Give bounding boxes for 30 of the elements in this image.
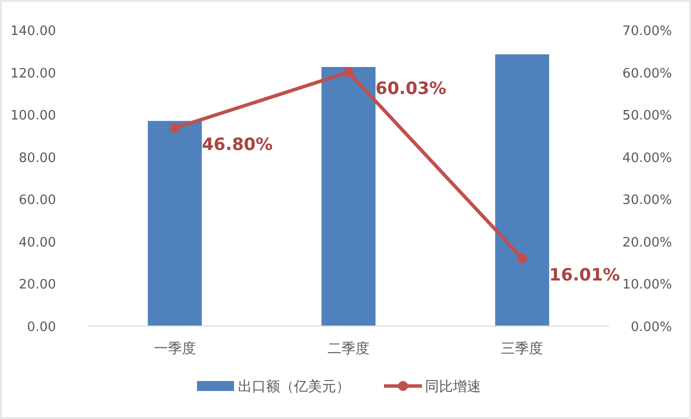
y-tick-label: 100.00 bbox=[10, 108, 56, 124]
bar bbox=[322, 67, 376, 326]
y2-tick-label: 40.00% bbox=[622, 150, 672, 166]
y2-tick-label: 20.00% bbox=[622, 235, 672, 250]
x-tick-label: 三季度 bbox=[501, 341, 544, 357]
legend-label: 出口额（亿美元） bbox=[238, 379, 350, 395]
y2-tick-label: 60.00% bbox=[622, 66, 672, 82]
x-tick-label: 二季度 bbox=[328, 341, 370, 357]
x-tick-label: 一季度 bbox=[154, 341, 196, 357]
point bbox=[170, 123, 180, 134]
y-tick-label: 0.00 bbox=[27, 320, 56, 335]
y-tick-label: 80.00 bbox=[18, 150, 56, 166]
y2-tick-label: 50.00% bbox=[622, 108, 672, 124]
y-tick-label: 20.00 bbox=[18, 278, 56, 293]
y-tick-label: 60.00 bbox=[18, 193, 56, 208]
bar bbox=[495, 54, 550, 326]
y2-tick-label: 10.00% bbox=[622, 278, 672, 293]
y-tick-label: 140.00 bbox=[10, 24, 56, 39]
y2-tick-label: 30.00% bbox=[622, 193, 672, 208]
data-label: 46.80% bbox=[202, 135, 273, 156]
bar bbox=[148, 120, 202, 326]
point bbox=[517, 253, 528, 264]
legend-label: 同比增速 bbox=[425, 379, 481, 395]
y-tick-label: 40.00 bbox=[18, 235, 56, 250]
y-tick-label: 120.00 bbox=[10, 66, 56, 82]
point bbox=[344, 67, 354, 78]
y2-tick-label: 0.00% bbox=[630, 320, 672, 335]
data-label: 60.03% bbox=[376, 79, 446, 100]
data-label: 16.01% bbox=[549, 265, 620, 286]
y2-tick-label: 70.00% bbox=[622, 24, 672, 39]
